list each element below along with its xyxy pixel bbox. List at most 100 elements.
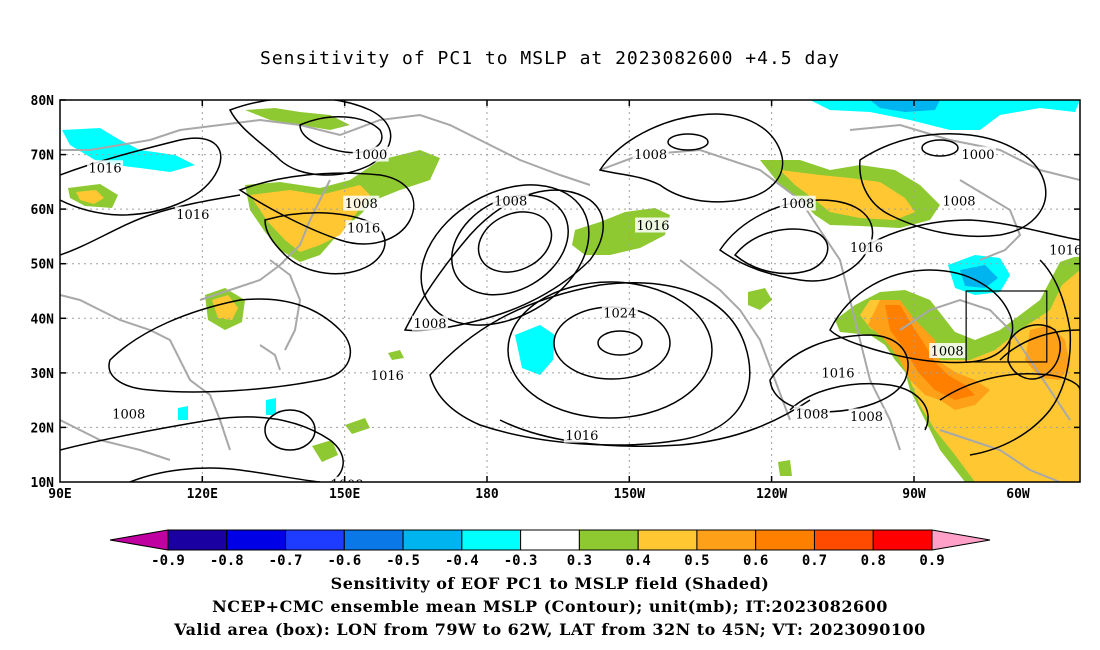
colorbar-label: -0.4 [445,553,479,569]
lon-label: 120W [756,487,787,502]
red-orange-region [885,305,975,400]
contour-label-bg [793,405,830,421]
colorbar-swatch [578,529,639,551]
negative-region-siberia [62,128,195,172]
lon-label: 180 [475,487,499,502]
positive-patch-3 [345,418,370,434]
contour-label: 1008 [942,194,975,209]
lat-label: 60N [31,203,55,218]
map-plot-area: 1016 1000 1008 1016 1016 1008 1008 1016 1008 1016… [60,100,1080,493]
contour-label: 1008 [345,197,378,212]
lat-labels: 80N 70N 60N 50N 40N 30N 20N 10N [31,94,55,491]
colorbar-label: 0.8 [861,553,886,569]
contour-label-bg [174,206,211,222]
contour-label-bg [635,217,672,233]
lon-labels: 90E 120E 150E 180 150W 120W 90W 60W [48,487,1030,502]
colorbar-swatch [755,529,815,551]
contour-label: 1016 [850,241,883,256]
contour-label: 1016 [565,429,598,444]
negative-core-labrador [960,265,998,288]
colorbar-swatch [813,529,874,551]
contour-label: 1000 [354,148,387,163]
lat-label: 80N [31,94,55,109]
contour-label: 1016 [89,162,122,177]
contour-label: 1024 [603,306,636,321]
positive-region-alaska [748,288,772,310]
contour-label-bg [779,195,816,211]
contour-label-bg [110,405,147,421]
contour-label: 1008 [330,478,363,493]
contour-label: 1008 [112,407,145,422]
positive-patch-4 [778,460,792,476]
lon-label: 60W [1006,487,1030,502]
colorbar-swatch [696,529,757,551]
colorbar-label: -0.8 [210,553,244,569]
contour-label-bg [848,408,885,424]
lon-label: 90W [902,487,926,502]
contour-labels: 1016 1000 1008 1016 1016 1008 1008 1016 1008 1016… [87,146,1080,493]
coastlines [60,113,1080,482]
colorbar-label: 0.4 [626,553,651,569]
contour-label-bg [848,239,885,255]
colorbar-swatch [402,529,463,551]
contour-label-bg [492,192,529,208]
colorbar [109,529,991,551]
negative-patch-1 [266,398,276,415]
contour-label-bg [563,427,600,443]
colorbar-swatch [872,529,933,551]
contour-label-bg [929,343,966,359]
contour-label-bg [345,220,382,236]
colorbar-label: -0.7 [269,553,303,569]
colorbar-label: 0.5 [684,553,709,569]
colorbar-label: 0.9 [919,553,944,569]
contour-label: 1008 [494,194,527,209]
negative-region-arctic [810,100,1080,130]
lat-label: 10N [31,476,55,491]
colorbar-label: 0.7 [802,553,827,569]
lon-label: 150W [614,487,645,502]
colorbar-swatch [343,529,404,551]
colorbar-label: 0.6 [743,553,768,569]
contour-label-bg [87,160,124,176]
colorbar-swatch [461,529,522,551]
lat-label: 40N [31,312,55,327]
map-title: Sensitivity of PC1 to MSLP at 2023082600… [259,48,840,69]
colorbar-swatch [285,529,345,551]
contour-label: 1008 [413,317,446,332]
contour-label: 1000 [961,148,994,163]
caption-valid-area: Valid area (box): LON from 79W to 62W, L… [174,620,926,639]
map-frame [59,99,1081,483]
lon-label: 150E [329,487,360,502]
colorbar-labels: -0.9 -0.8 -0.7 -0.6 -0.5 -0.4 -0.3 0.3 0.4 0.5 0.6… [151,553,945,569]
mslp-contours [60,100,1080,482]
contour-label-bg [601,304,638,320]
lat-label: 70N [31,149,55,164]
contour-label-bg [1047,242,1080,258]
contour-label-bg [352,146,389,162]
contour-label-bg [329,476,366,482]
lat-label: 30N [31,367,55,382]
colorbar-min-arrow [109,529,169,551]
positive-patch-2 [312,440,338,462]
orange-region-north [780,170,915,220]
contour-label: 1016 [371,369,404,384]
contour-label-bg [412,315,449,331]
lon-label: 90E [48,487,71,502]
contour-label-bg [960,146,996,162]
contour-label: 1016 [176,208,209,223]
positive-region-arctic-siberia [245,108,350,130]
lon-label: 120E [187,487,218,502]
caption-contour: NCEP+CMC ensemble mean MSLP (Contour); u… [212,597,888,616]
colorbar-swatch [637,529,698,551]
lat-label: 50N [31,258,55,273]
orange-region-east [860,270,1080,482]
contour-label: 1016 [636,219,669,234]
contour-label: 1008 [795,407,828,422]
contour-label: 1008 [931,345,964,360]
contour-label-bg [632,146,669,162]
contour-label-bg [820,364,857,380]
colorbar-label: -0.6 [327,553,361,569]
positive-patch-1 [388,350,404,360]
contour-label: 1008 [634,148,667,163]
